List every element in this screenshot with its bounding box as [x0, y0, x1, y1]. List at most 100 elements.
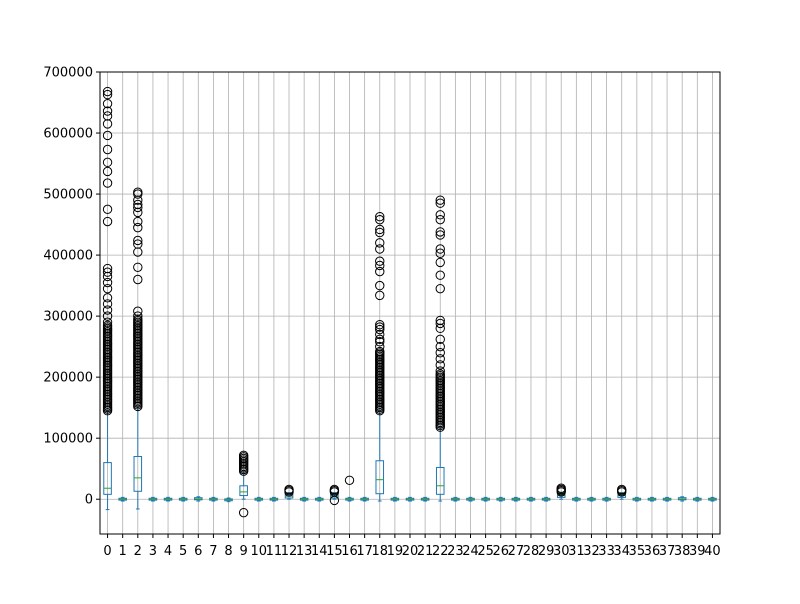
box-37 — [662, 496, 672, 502]
box-iqr — [239, 485, 248, 497]
x-tick-label: 20 — [402, 544, 419, 559]
outlier-marker — [375, 224, 385, 235]
outlier-marker — [133, 187, 143, 197]
outlier-marker — [435, 341, 445, 352]
box-8 — [224, 497, 233, 503]
outlier-marker — [435, 348, 445, 358]
box-21 — [420, 496, 430, 502]
outlier-marker — [102, 106, 113, 116]
x-tick-label: 6 — [194, 544, 202, 559]
x-tick-label: 35 — [629, 544, 646, 559]
box-iqr — [133, 455, 143, 492]
y-axis: 0 100000 200000 300000 400000 500000 600000 700… — [43, 66, 100, 508]
x-tick-label: 34 — [613, 544, 630, 559]
x-tick-label: 1 — [119, 544, 127, 559]
box-19 — [390, 496, 400, 502]
box-14 — [314, 496, 324, 502]
x-tick-label: 38 — [674, 544, 691, 559]
box-1 — [118, 496, 127, 502]
outlier-marker — [102, 305, 113, 315]
box-22 — [435, 195, 445, 502]
outlier-marker — [375, 346, 385, 357]
outlier-marker — [133, 311, 143, 321]
box-39 — [693, 496, 702, 502]
box-2 — [133, 187, 143, 510]
outlier-marker — [102, 267, 113, 277]
x-tick-label: 18 — [371, 544, 388, 559]
x-tick-label: 31 — [568, 544, 585, 559]
x-tick-label: 40 — [704, 544, 721, 559]
outlier-marker — [102, 317, 113, 327]
outlier-marker — [102, 216, 113, 227]
outlier-marker — [102, 283, 113, 294]
outlier-marker — [375, 227, 385, 238]
outlier-marker — [133, 222, 143, 233]
x-tick-label: 19 — [387, 544, 404, 559]
outlier-marker — [102, 277, 113, 288]
x-tick-label: 39 — [689, 544, 706, 559]
outlier-marker — [102, 293, 113, 303]
outlier-marker — [435, 248, 445, 258]
box-23 — [451, 496, 460, 502]
box-iqr — [375, 460, 385, 495]
outlier-marker — [375, 329, 385, 340]
y-tick-label: 700000 — [43, 66, 93, 81]
outlier-marker — [284, 484, 294, 495]
outlier-marker — [375, 341, 385, 352]
x-tick-label: 23 — [447, 544, 464, 559]
outlier-marker — [102, 157, 113, 168]
box-27 — [511, 496, 521, 502]
x-tick-label: 33 — [598, 544, 615, 559]
x-tick-label: 13 — [296, 544, 313, 559]
outlier-marker — [102, 111, 113, 121]
box-29 — [541, 496, 551, 502]
box-18 — [375, 211, 385, 502]
y-tick-label: 400000 — [43, 249, 93, 264]
box-34 — [617, 484, 627, 500]
outlier-marker — [435, 315, 445, 326]
box-12 — [284, 484, 294, 500]
y-tick-label: 600000 — [43, 127, 93, 142]
outlier-marker — [435, 195, 445, 205]
outlier-marker — [375, 260, 385, 271]
y-tick-label: 100000 — [43, 432, 93, 447]
outlier-marker — [102, 144, 113, 155]
box-24 — [466, 496, 475, 502]
outlier-marker — [435, 270, 445, 280]
box-9 — [238, 450, 249, 518]
x-tick-label: 26 — [492, 544, 509, 559]
x-tick-label: 7 — [209, 544, 217, 559]
box-13 — [299, 496, 309, 502]
box-11 — [269, 496, 279, 502]
x-tick-label: 28 — [523, 544, 540, 559]
x-tick-label: 2 — [134, 544, 142, 559]
outlier-marker — [375, 334, 385, 345]
box-4 — [163, 496, 173, 502]
x-tick-label: 29 — [538, 544, 555, 559]
outlier-marker — [617, 484, 627, 495]
box-iqr — [435, 466, 445, 495]
x-tick-label: 0 — [103, 544, 111, 559]
box-25 — [481, 496, 490, 502]
box-20 — [405, 496, 415, 502]
outlier-marker — [375, 238, 385, 248]
outlier-marker — [435, 318, 445, 329]
outlier-marker — [435, 214, 445, 225]
box-33 — [602, 496, 611, 502]
outlier-marker — [435, 334, 445, 345]
outlier-marker — [102, 130, 113, 141]
y-tick-label: 300000 — [43, 310, 93, 325]
outlier-marker — [435, 210, 445, 220]
box-30 — [556, 483, 566, 500]
box-6 — [194, 496, 203, 502]
outlier-marker — [375, 244, 385, 254]
box-iqr — [103, 462, 112, 495]
outlier-marker — [102, 178, 113, 188]
box-15 — [329, 484, 340, 506]
box-series — [102, 86, 717, 518]
outlier-marker — [102, 320, 113, 330]
box-26 — [496, 496, 506, 502]
